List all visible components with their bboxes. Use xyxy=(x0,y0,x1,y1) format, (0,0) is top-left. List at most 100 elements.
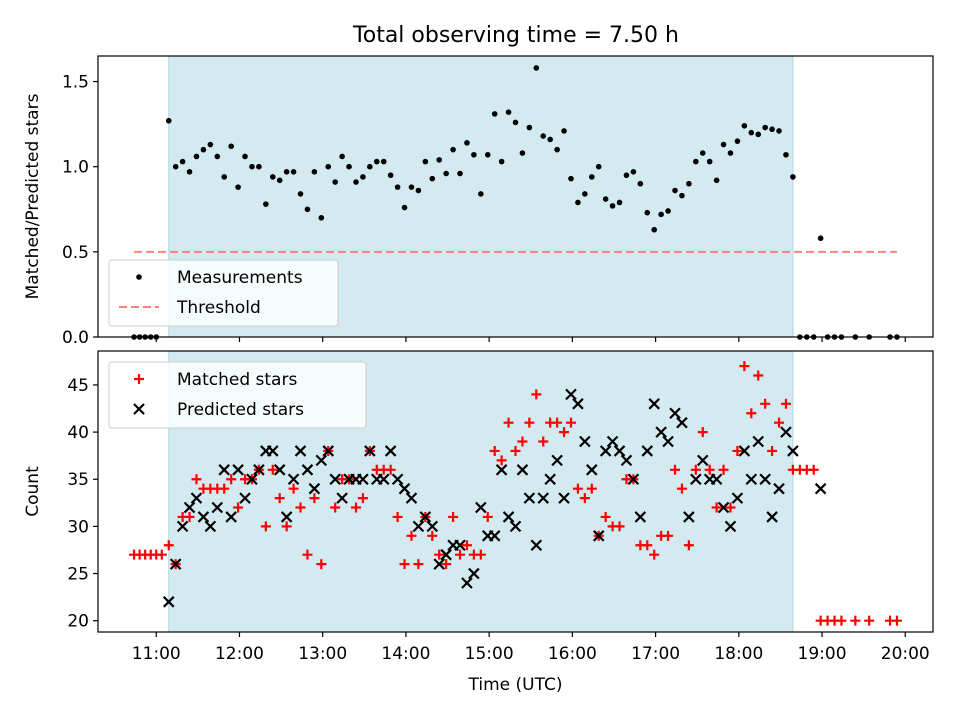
matched-star-marker xyxy=(531,389,542,400)
predicted-star-marker xyxy=(523,492,536,504)
predicted-star-marker xyxy=(620,454,633,467)
matched-star-marker xyxy=(586,483,597,494)
measurement-point xyxy=(755,131,762,138)
measurement-point xyxy=(249,163,255,170)
measurement-point xyxy=(595,163,602,170)
predicted-star-marker xyxy=(752,435,765,448)
measurement-point xyxy=(339,153,345,160)
matched-star-marker xyxy=(780,398,791,409)
matched-star-marker xyxy=(517,436,528,447)
predicted-star-marker xyxy=(475,501,487,514)
matched-star-marker xyxy=(614,521,625,532)
predicted-star-marker xyxy=(544,473,556,486)
measurement-point xyxy=(727,150,734,156)
predicted-star-marker xyxy=(814,482,827,495)
measurement-point xyxy=(269,174,276,180)
predicted-star-marker xyxy=(558,492,570,504)
matched-star-marker xyxy=(690,464,701,475)
matched-star-marker xyxy=(663,530,674,541)
x-tick-label: 15:00 xyxy=(465,644,514,664)
predicted-star-marker xyxy=(787,445,799,457)
matched-star-marker xyxy=(559,427,570,438)
matched-star-marker xyxy=(538,436,549,447)
measurement-point xyxy=(519,150,526,156)
matched-star-marker xyxy=(732,445,743,456)
measurement-point xyxy=(318,214,325,221)
predicted-star-marker xyxy=(405,492,418,504)
matched-star-marker xyxy=(309,493,320,504)
predicted-star-marker xyxy=(440,548,452,561)
y-axis-label: Matched/Predicted stars xyxy=(23,93,43,299)
matched-star-marker xyxy=(704,464,715,475)
figure-title: Total observing time = 7.50 h xyxy=(352,23,679,48)
predicted-star-marker xyxy=(738,445,751,457)
predicted-star-marker xyxy=(218,464,230,476)
predicted-star-marker xyxy=(364,445,376,457)
predicted-star-marker xyxy=(190,492,203,504)
predicted-star-marker xyxy=(710,473,723,486)
measurement-point xyxy=(512,119,519,126)
measurement-point xyxy=(686,180,692,187)
y-tick-label: 1.0 xyxy=(62,158,89,178)
matched-star-marker xyxy=(399,559,410,570)
predicted-star-marker xyxy=(599,445,612,457)
matched-star-marker xyxy=(697,427,708,438)
measurement-point xyxy=(186,169,193,175)
predicted-star-marker xyxy=(266,445,279,457)
matched-star-marker xyxy=(489,445,500,456)
legend-measurements-label: Measurements xyxy=(177,268,303,288)
measurement-point xyxy=(311,169,318,175)
predicted-star-marker xyxy=(384,445,397,457)
measurement-point xyxy=(817,235,824,242)
measurement-point xyxy=(478,191,484,197)
matched-star-marker xyxy=(683,540,694,551)
measurement-point xyxy=(290,169,297,175)
measurement-point xyxy=(214,153,221,160)
predicted-star-marker xyxy=(253,464,265,476)
matched-star-marker xyxy=(427,530,438,541)
predicted-star-marker xyxy=(183,501,196,514)
predicted-star-marker xyxy=(204,520,217,533)
matched-star-marker xyxy=(670,464,681,475)
legend-matched-marker xyxy=(134,374,144,384)
measurement-point xyxy=(457,170,463,177)
matched-star-marker xyxy=(767,445,778,456)
bottom-panel: 20 25 30 35 40 45 11:00 12:00 13:00 14:00 15:00 16:… xyxy=(23,350,934,695)
predicted-star-marker xyxy=(329,473,341,486)
measurement-point xyxy=(741,123,748,129)
measurement-point xyxy=(394,184,401,190)
y-tick-label: 40 xyxy=(67,423,89,443)
predicted-star-marker xyxy=(197,511,210,523)
matched-star-marker xyxy=(267,464,278,475)
measurement-point xyxy=(276,177,283,184)
predicted-star-marker xyxy=(232,464,244,476)
measurement-point xyxy=(679,192,685,199)
measurement-point xyxy=(228,143,234,150)
measurement-point xyxy=(769,126,775,133)
measurement-point xyxy=(734,138,741,144)
predicted-star-marker xyxy=(586,464,598,476)
predicted-star-marker xyxy=(648,398,660,410)
predicted-star-marker xyxy=(398,482,411,495)
measurement-point xyxy=(582,191,588,197)
x-tick-label: 13:00 xyxy=(298,644,347,664)
predicted-star-marker xyxy=(419,511,432,523)
predicted-star-marker xyxy=(315,454,328,467)
legend-frame xyxy=(108,361,367,429)
measurement-point xyxy=(464,140,470,146)
predicted-star-marker xyxy=(662,435,674,448)
measurement-point xyxy=(533,65,540,71)
measurement-point xyxy=(491,111,498,117)
measurement-point xyxy=(207,141,214,148)
measurement-point xyxy=(568,175,574,182)
x-tick-label: 19:00 xyxy=(798,644,847,664)
matched-star-marker xyxy=(510,445,521,456)
y-tick-label: 35 xyxy=(67,470,89,490)
measurement-point xyxy=(367,163,373,170)
x-tick-label: 11:00 xyxy=(132,644,181,664)
matched-star-marker xyxy=(496,455,507,466)
measurement-point xyxy=(644,209,651,216)
matched-star-marker xyxy=(302,549,313,560)
measurement-point xyxy=(165,117,172,124)
